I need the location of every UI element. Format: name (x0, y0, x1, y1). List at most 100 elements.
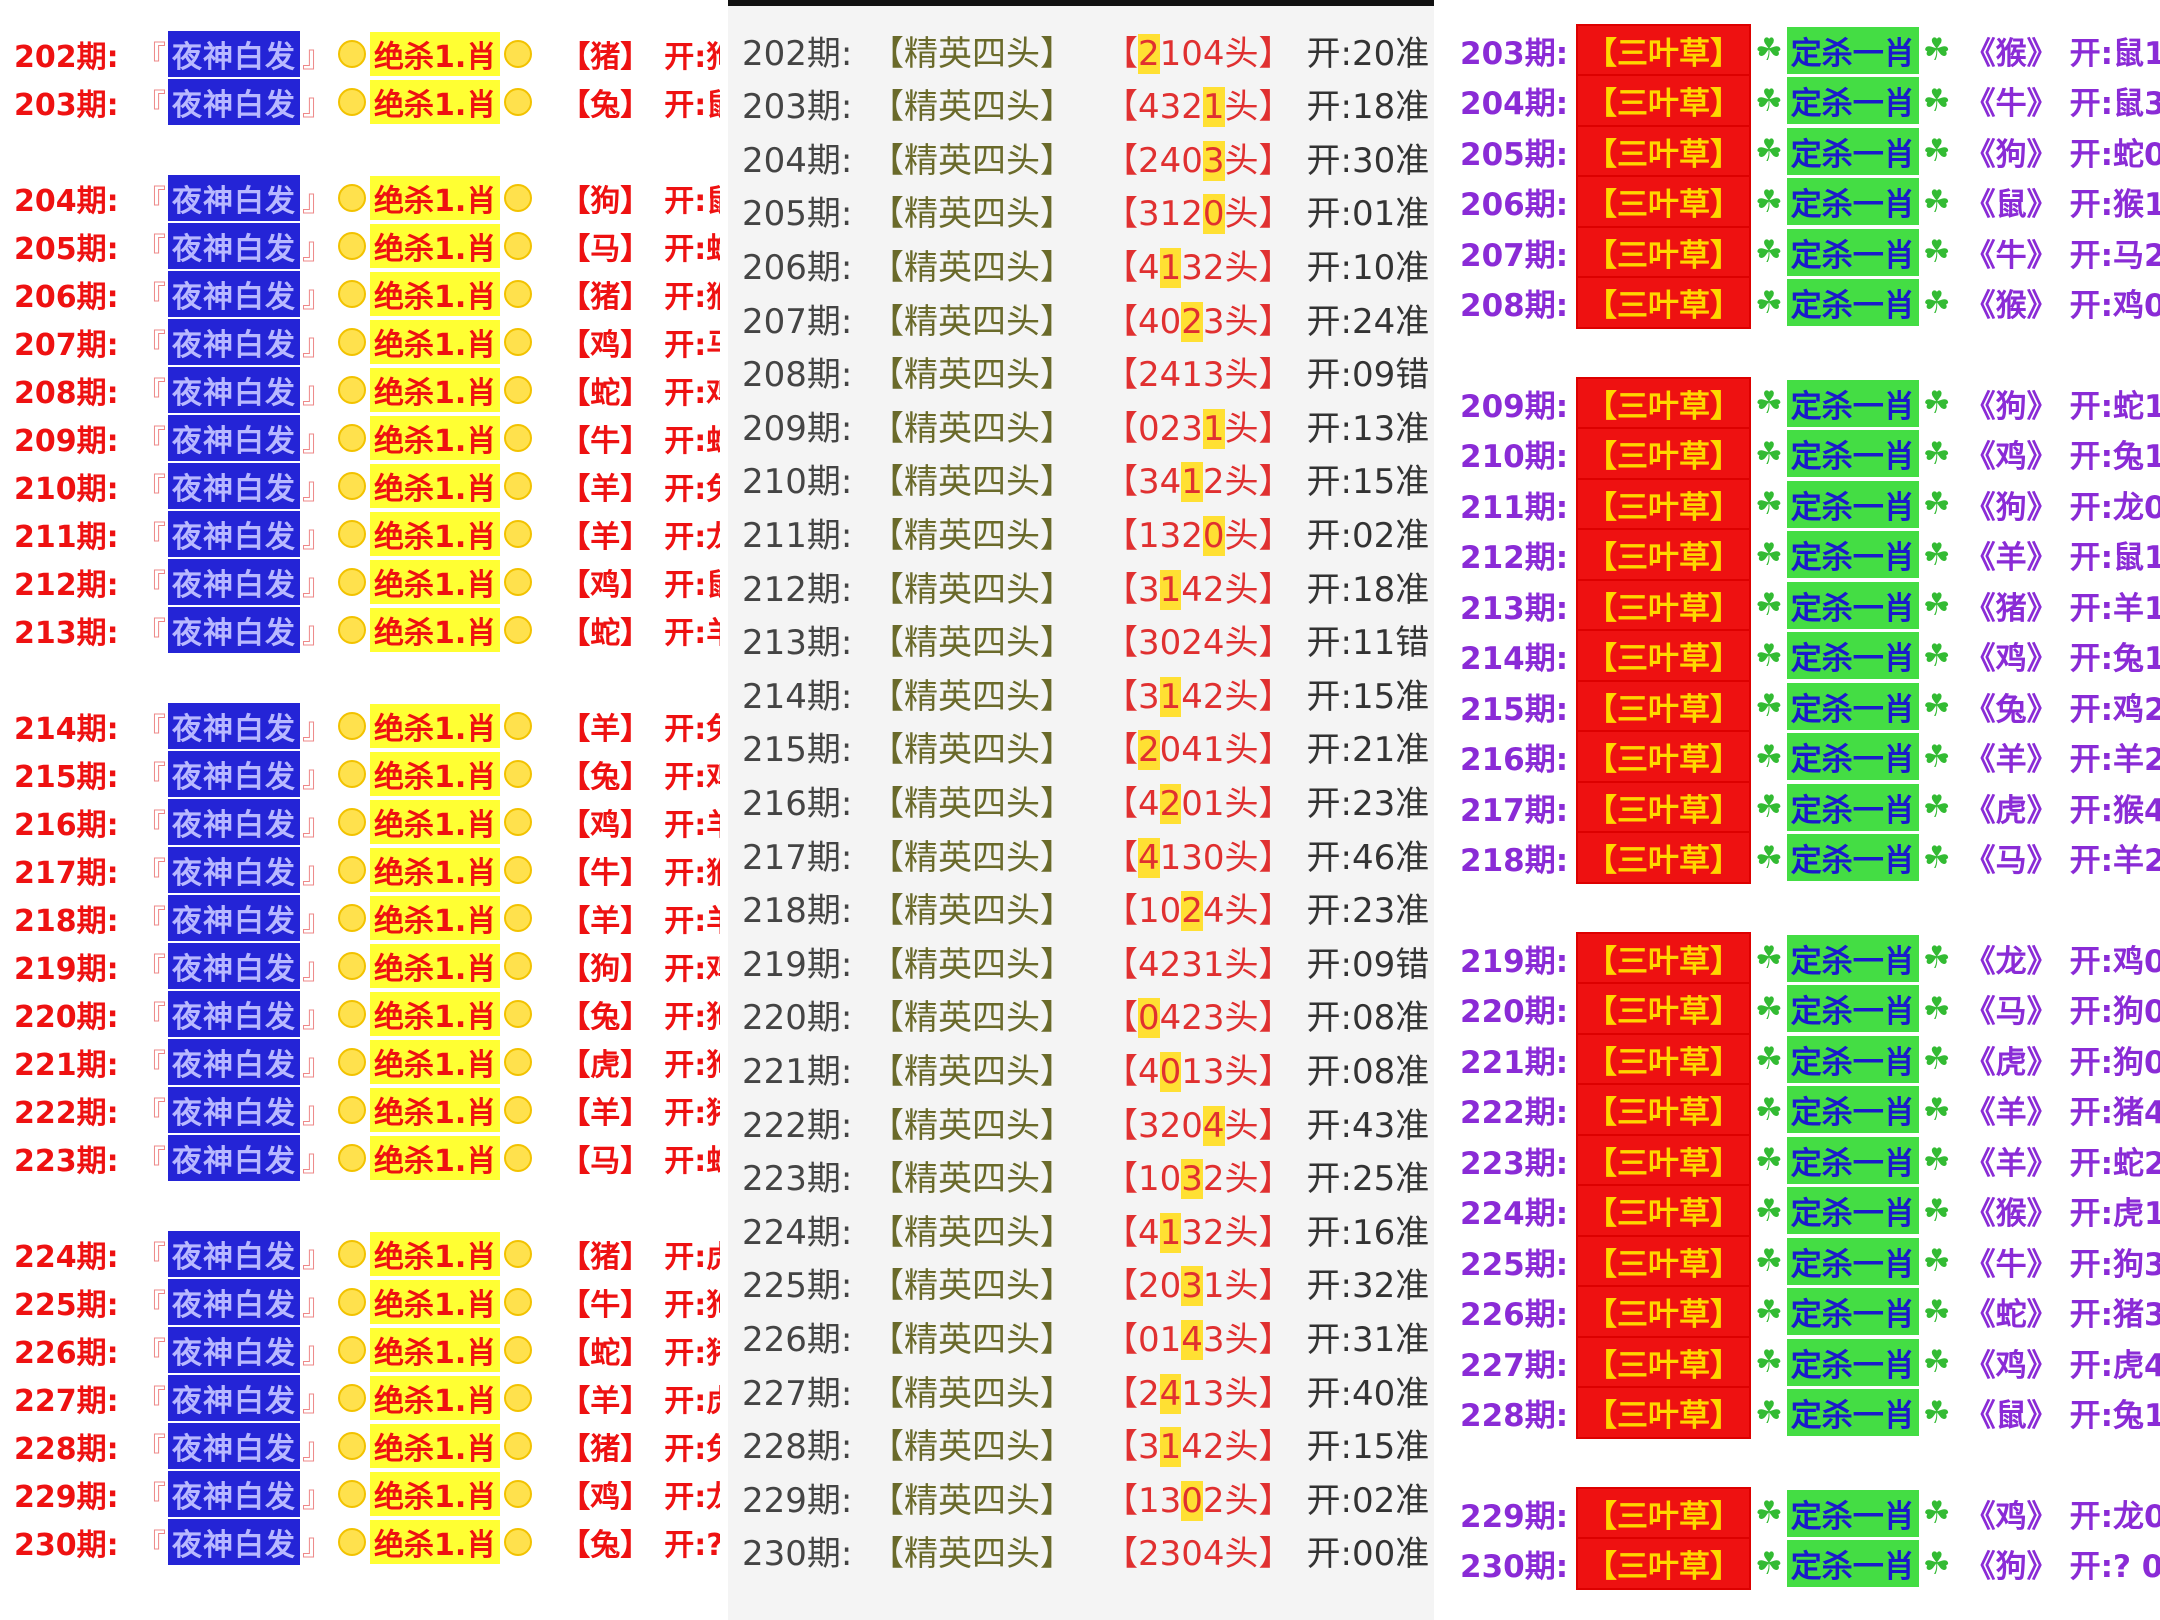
bracket-open: 『 (136, 808, 166, 843)
table-row: 230期: 【三叶草】 ☘ 定杀一肖 ☘ 《狗》 开:? 0 (1450, 1537, 2160, 1590)
zodiac-pick: 《猴》 (1964, 1196, 2058, 1232)
digit-highlight: 3 (1181, 1159, 1203, 1200)
period-label: 217期: (1460, 792, 1569, 829)
name-badge: 【三叶草】 (1576, 1234, 1751, 1288)
open-result: 开:02准 (1307, 508, 1430, 557)
open-prefix: 开: (664, 760, 707, 795)
table-row: 224期: 【精英四头】 【4132头】 开:16准 (728, 1205, 1429, 1253)
open-prefix: 开: (2069, 1145, 2113, 1182)
bracket-close: 』 (302, 712, 332, 747)
open-prefix: 开: (664, 1000, 707, 1035)
name-label: 【精英四头】 (870, 1105, 1074, 1146)
digit-highlight: 0 (1159, 1051, 1182, 1092)
digit-highlight: 0 (1202, 515, 1225, 556)
bracket-open: 『 (136, 1288, 166, 1323)
result-value: 24准 (1352, 301, 1430, 342)
name-label: 【精英四头】 (870, 891, 1074, 932)
clover-icon: ☘ (1922, 688, 1951, 724)
open-result: 开:兔1 (2070, 1390, 2160, 1435)
clover-icon: ☘ (1922, 990, 1951, 1027)
coin-icon (504, 1096, 533, 1124)
zodiac-pick: 《羊》 (1964, 742, 2058, 778)
coin-icon (338, 1336, 366, 1364)
table-row: 212期: 【三叶草】 ☘ 定杀一肖 ☘ 《羊》 开:鼠1 (1450, 528, 2160, 581)
bracket-close: 』 (302, 472, 332, 507)
result-value: 蛇1 (2113, 388, 2160, 425)
kill-badge: 定杀一肖 (1786, 985, 1919, 1032)
name-label: 【精英四头】 (870, 569, 1074, 610)
table-row: 222期: 『夜神白发』 绝杀1.肖 【羊】开:猪43 (0, 1086, 720, 1134)
table-row: 215期: 【三叶草】 ☘ 定杀一肖 ☘ 《兔》 开:鸡2 (1450, 679, 2160, 733)
name-label: 【精英四头】 (870, 998, 1074, 1039)
period-label: 226期: (14, 1336, 119, 1371)
table-row: 228期: 【三叶草】 ☘ 定杀一肖 ☘ 《鼠》 开:兔1 (1450, 1386, 2160, 1439)
open-result: 开:25准 (1307, 1151, 1430, 1200)
bracket-open: 『 (136, 1432, 166, 1467)
clover-icon: ☘ (1755, 1293, 1783, 1330)
head-prefix: 【 (1104, 1105, 1138, 1146)
table-row: 209期: 『夜神白发』 绝杀1.肖 【牛】开:蛇13 (0, 414, 720, 462)
bracket-open: 『 (136, 1096, 166, 1131)
coin-icon (338, 568, 366, 596)
open-prefix: 开: (664, 1528, 707, 1563)
open-result: 开:兔15 (664, 1424, 720, 1468)
period-label: 207期: (742, 301, 853, 342)
table-row: 227期: 【精英四头】 【2413头】 开:40准 (728, 1366, 1429, 1414)
table-row: 229期: 【精英四头】 【1302头】 开:02准 (728, 1473, 1429, 1521)
period-label: 203期: (14, 88, 119, 123)
kill-badge: 定杀一肖 (1786, 581, 1919, 629)
open-result: 开:狗0 (2070, 1037, 2160, 1082)
open-result: 开:虎40 (664, 1376, 720, 1420)
head-digits: 【3120头】 (1104, 186, 1293, 235)
name-badge: 【三叶草】 (1576, 124, 1751, 178)
result-value: 兔15 (706, 712, 720, 747)
period-label: 225期: (742, 1266, 853, 1307)
coin-icon (504, 1288, 533, 1316)
open-prefix: 开: (664, 1144, 707, 1179)
period-label: 230期: (14, 1528, 119, 1563)
clover-icon: ☘ (1922, 1142, 1951, 1178)
name-badge: 夜神白发 (168, 607, 300, 653)
coin-icon (338, 1480, 366, 1508)
clover-icon: ☘ (1755, 738, 1783, 775)
result-value: 15准 (1352, 462, 1430, 503)
period-label: 229期: (14, 1480, 119, 1515)
table-row: 205期: 【精英四头】 【3120头】 开:01准 (728, 187, 1429, 235)
table-row: 225期: 【三叶草】 ☘ 定杀一肖 ☘ 《牛》 开:狗3 (1450, 1234, 2160, 1288)
coin-icon (504, 1480, 533, 1508)
name-badge: 【三叶草】 (1576, 477, 1751, 531)
clover-icon: ☘ (1922, 435, 1951, 472)
bracket-open: 『 (136, 376, 166, 411)
open-prefix: 开: (2069, 489, 2113, 526)
bracket-open: 『 (136, 1528, 166, 1563)
open-result: 开:兔15 (664, 464, 720, 508)
period-label: 221期: (1460, 1044, 1569, 1081)
head-prefix: 【 (1104, 1266, 1138, 1307)
head-suffix: 头】 (1224, 355, 1293, 396)
kill-badge: 绝杀1.肖 (370, 416, 501, 460)
head-prefix: 【 (1104, 140, 1138, 181)
head-digits: 【3142头】 (1104, 562, 1293, 611)
coin-icon (504, 808, 533, 836)
name-badge: 【三叶草】 (1576, 730, 1751, 783)
digit-highlight: 4 (1202, 1105, 1225, 1146)
period-label: 211期: (742, 515, 853, 556)
open-prefix: 开: (2069, 1297, 2113, 1333)
table-row: 228期: 【精英四头】 【3142头】 开:15准 (728, 1420, 1429, 1468)
head-digits: 【0423头】 (1104, 990, 1293, 1039)
result-value: 鸡09 (706, 376, 720, 411)
head-prefix: 【 (1104, 194, 1138, 235)
bracket-open: 『 (136, 760, 166, 795)
result-value: 鸡21 (706, 760, 720, 795)
name-label: 【精英四头】 (870, 837, 1074, 878)
table-row: 229期: 【三叶草】 ☘ 定杀一肖 ☘ 《鸡》 开:龙0 (1450, 1486, 2160, 1540)
clover-icon: ☘ (1755, 789, 1783, 825)
open-prefix: 开: (1306, 1373, 1353, 1414)
period-label: 217期: (742, 837, 853, 878)
digits-before: 023 (1138, 408, 1203, 449)
period-label: 206期: (742, 247, 853, 288)
digits-before: 01 (1138, 1319, 1182, 1360)
name-label: 【精英四头】 (870, 783, 1074, 824)
period-label: 212期: (742, 569, 853, 610)
name-label: 【精英四头】 (870, 1534, 1074, 1575)
